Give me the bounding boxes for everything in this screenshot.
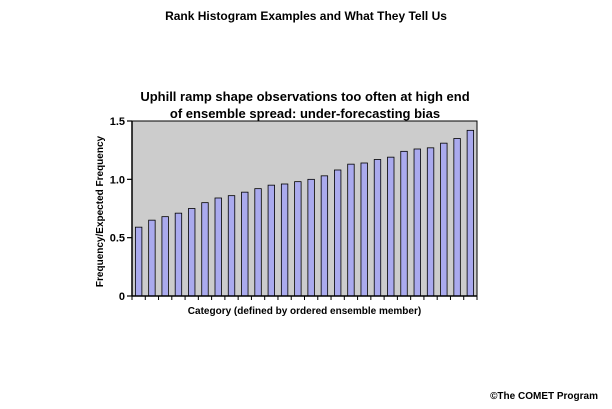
bar-category-15 (320, 175, 329, 297)
bar-category-1 (134, 226, 143, 297)
plot-area (131, 120, 478, 297)
bar-category-17 (347, 163, 355, 297)
bar-category-10 (254, 188, 262, 297)
bar-category-16 (334, 169, 342, 297)
bar-category-14 (307, 178, 315, 297)
y-tick-label: 1.0 (110, 174, 125, 186)
bar-category-20 (387, 156, 395, 297)
bar-category-26 (466, 129, 475, 297)
bar-category-13 (294, 181, 302, 297)
bar-category-7 (214, 197, 222, 297)
bar-category-18 (360, 162, 368, 297)
bars-group (134, 129, 475, 297)
x-axis (131, 295, 478, 300)
bar-category-8 (227, 195, 236, 297)
bar-category-6 (201, 202, 209, 297)
y-axis: 0 0.5 1.0 1.5 (110, 116, 133, 303)
bar-category-25 (453, 138, 461, 297)
copyright-credit: ©The COMET Program (490, 391, 598, 402)
chart-title-line-1: Uphill ramp shape observations too often… (140, 89, 470, 104)
bar-category-21 (400, 150, 408, 297)
bar-category-19 (373, 159, 382, 297)
bar-category-24 (440, 142, 448, 297)
bar-category-23 (426, 147, 435, 297)
x-axis-label: Category (defined by ordered ensemble me… (188, 306, 421, 317)
bar-category-2 (148, 219, 156, 297)
y-axis-label: Frequency/Expected Frequency (95, 135, 106, 287)
bar-category-9 (241, 191, 249, 297)
bar-category-12 (280, 183, 289, 297)
bar-category-4 (174, 212, 183, 297)
page-title: Rank Histogram Examples and What They Te… (165, 9, 447, 23)
bar-category-11 (267, 184, 275, 297)
bar-category-22 (413, 148, 421, 297)
chart-title-line-2: of ensemble spread: under-forecasting bi… (169, 106, 441, 121)
bar-category-5 (188, 208, 196, 297)
bar-category-3 (161, 216, 169, 297)
y-tick-label: 1.5 (110, 116, 125, 128)
y-tick-label: 0.5 (110, 233, 125, 245)
chart-title: Uphill ramp shape observations too often… (130, 88, 480, 122)
y-tick-label: 0 (119, 291, 125, 303)
